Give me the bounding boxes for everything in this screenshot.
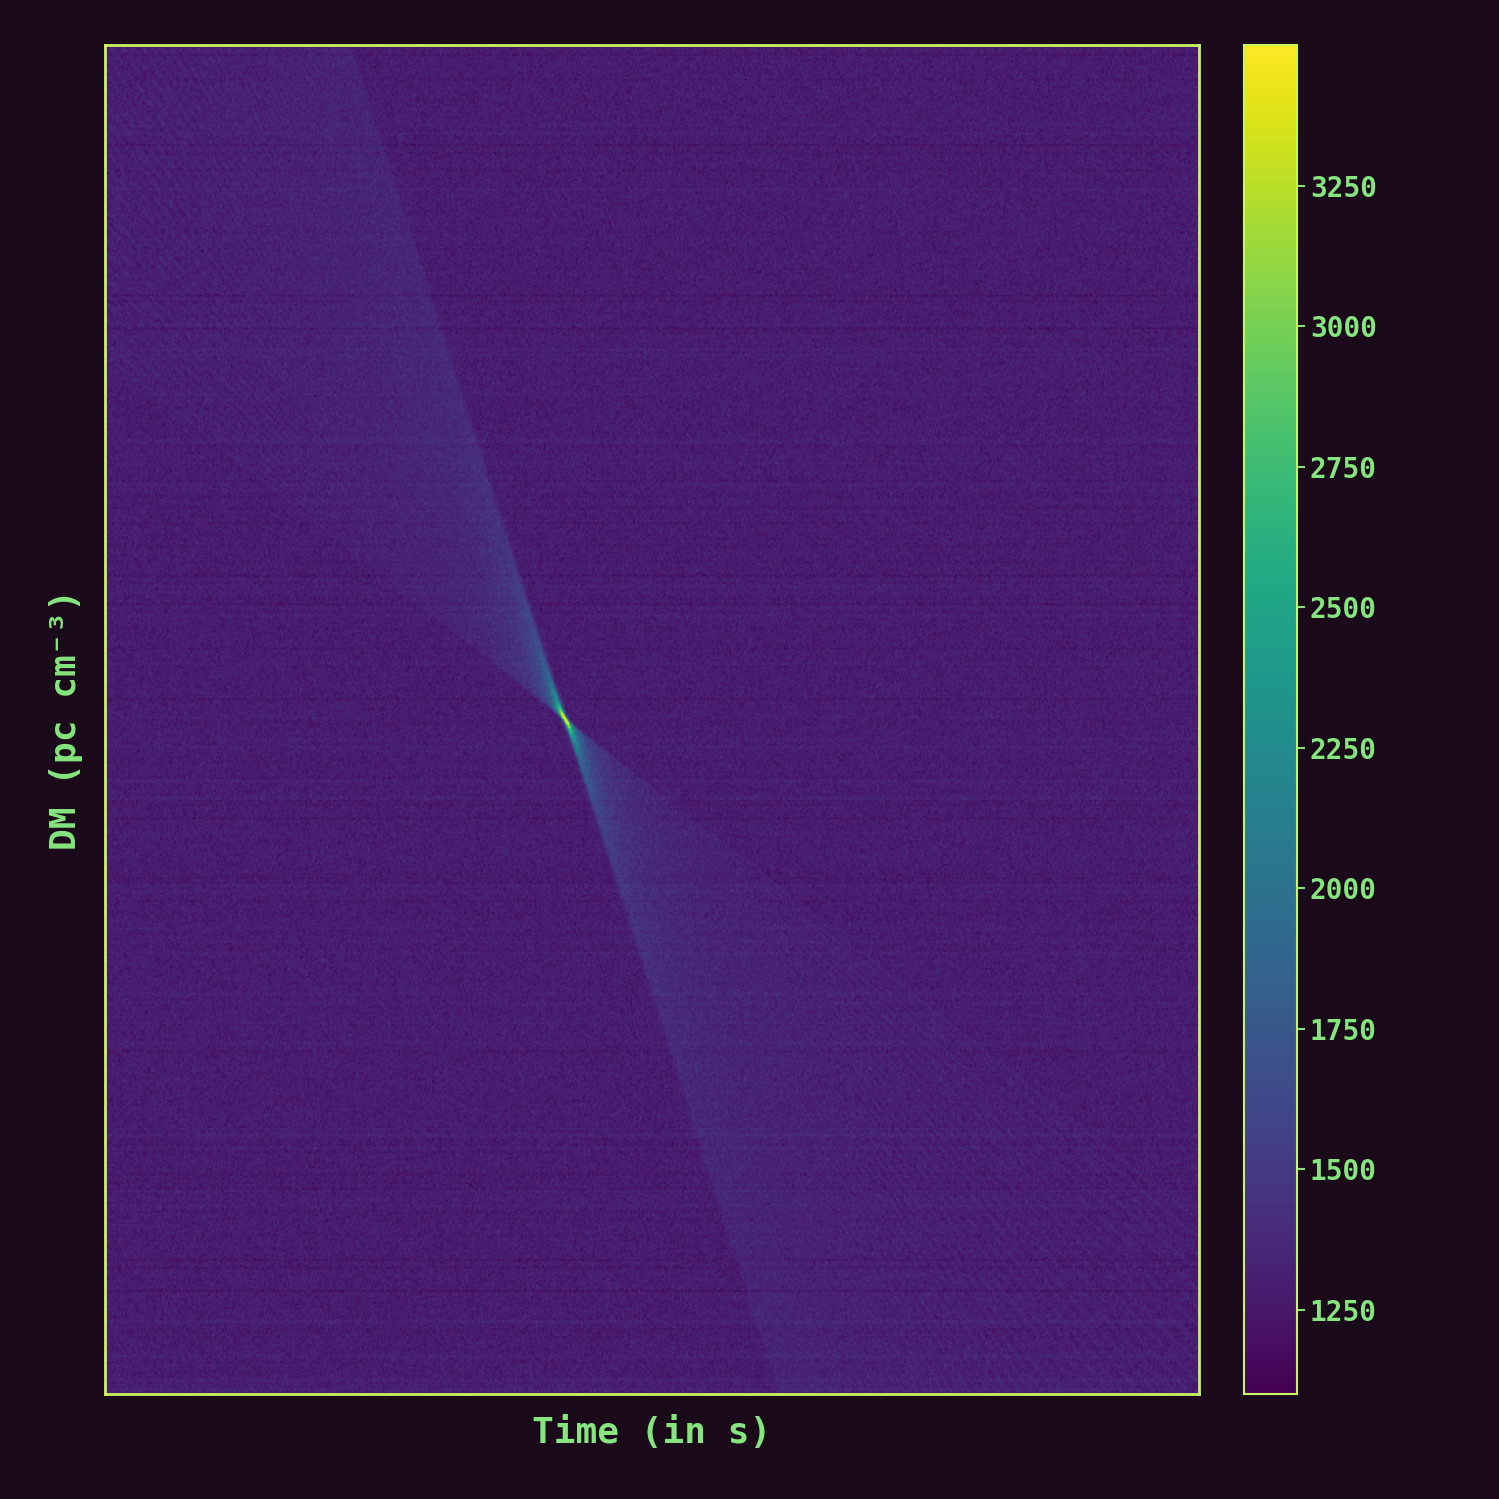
Y-axis label: DM (pc cm⁻³): DM (pc cm⁻³) bbox=[49, 589, 84, 850]
X-axis label: Time (in s): Time (in s) bbox=[532, 1415, 772, 1450]
